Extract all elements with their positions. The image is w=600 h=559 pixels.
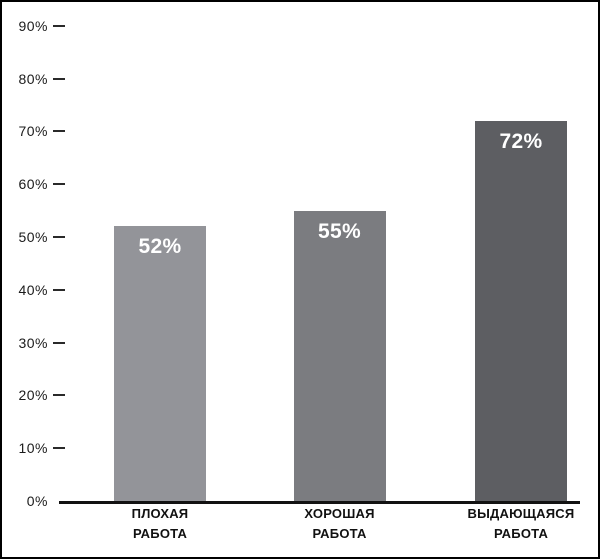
y-tick-label: 50% [18,229,48,245]
category-label-line: РАБОТА [493,526,549,541]
bar-value-label: 55% [318,219,361,243]
y-tick-label: 90% [18,17,48,34]
category-label: ПЛОХАЯ РАБОТА [60,504,260,544]
category-label-line: РАБОТА [132,526,188,541]
y-tick-label: 10% [18,440,48,457]
y-tick-label: 70% [18,123,48,140]
y-tick-label: 0% [26,493,48,509]
bar: 72% [475,120,567,501]
bar-value-label: 72% [499,129,543,153]
y-tick-label: 20% [18,387,48,404]
y-tick-mark [53,394,65,397]
y-tick-label: 30% [18,334,48,351]
y-tick-label: 60% [18,176,48,193]
y-tick-mark [53,130,65,133]
x-axis-line [59,501,580,504]
y-tick-mark [53,24,65,27]
y-tick-label: 40% [18,281,48,298]
y-tick-mark [53,77,65,80]
category-label-line: РАБОТА [312,526,367,541]
category-label-line: ПЛОХАЯ [131,506,189,521]
category-label: ХОРОШАЯ РАБОТА [240,504,440,544]
bar-value-label: 52% [138,235,182,259]
bar: 52% [114,226,206,501]
bar: 55% [293,210,386,501]
y-tick-mark [53,341,65,344]
category-label: ВЫДАЮЩАЯСЯ РАБОТА [421,504,598,544]
y-tick-mark [53,183,65,186]
y-tick-mark [53,288,65,291]
y-tick-mark [53,236,65,238]
category-label-line: ВЫДАЮЩАЯСЯ [467,506,575,521]
category-label-line: ХОРОШАЯ [304,506,375,521]
y-tick-mark [53,447,65,450]
y-tick-label: 80% [18,70,48,87]
